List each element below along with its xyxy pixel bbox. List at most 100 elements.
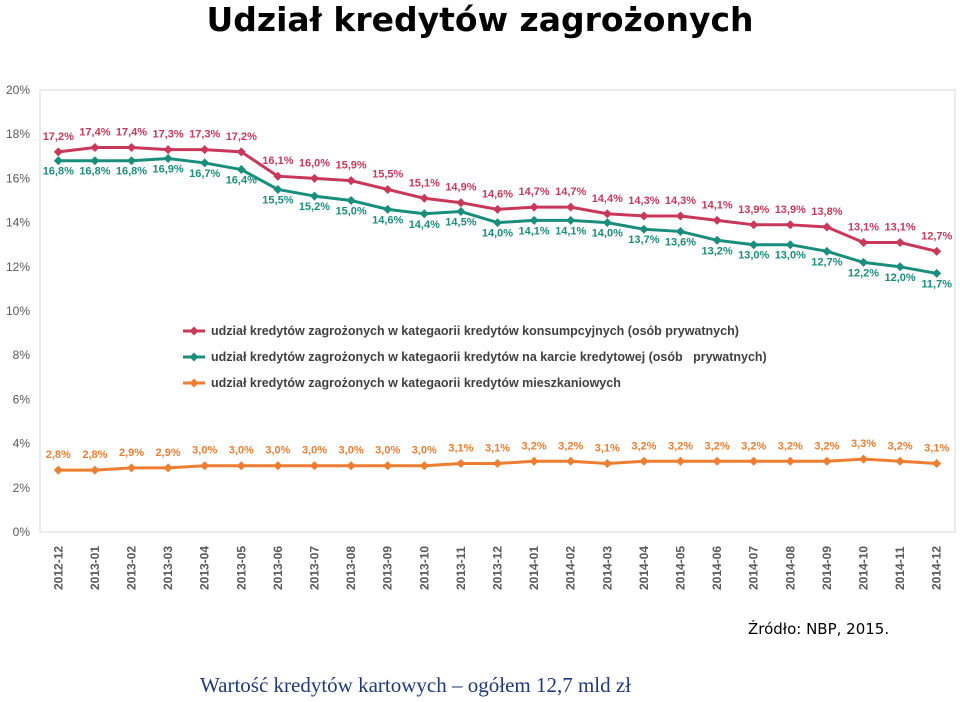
data-label-mortgage: 3,0%	[339, 445, 364, 457]
x-tick-label: 2013-10	[417, 546, 431, 590]
data-label-card: 13,6%	[665, 236, 696, 248]
x-tick-label: 2013-03	[161, 546, 175, 590]
line-chart: 0% 2% 4% 6% 8% 10% 12% 14% 16% 18% 20% 2012-12 2013-…	[6, 83, 956, 590]
data-label-mortgage: 3,2%	[631, 440, 656, 452]
data-point-consumer	[383, 184, 393, 194]
data-point-mortgage	[895, 456, 905, 466]
data-label-card: 11,7%	[921, 278, 952, 290]
data-label-consumer: 17,3%	[189, 129, 220, 141]
data-point-mortgage	[749, 456, 759, 466]
data-label-mortgage: 2,8%	[46, 449, 71, 461]
data-point-consumer	[310, 173, 319, 183]
data-label-consumer: 13,1%	[848, 221, 879, 233]
data-point-card	[127, 156, 136, 166]
x-tick-label: 2014-10	[857, 546, 871, 590]
x-tick-label: 2013-12	[491, 546, 505, 590]
data-label-consumer: 14,4%	[592, 193, 623, 205]
data-point-consumer	[785, 220, 795, 230]
data-label-consumer: 13,8%	[811, 206, 842, 218]
data-point-mortgage	[493, 458, 502, 468]
data-label-consumer: 14,3%	[665, 195, 696, 207]
chart-title: Udział kredytów zagrożonych	[206, 0, 754, 39]
legend-marker-consumer	[189, 326, 199, 336]
x-tick-label: 2014-11	[893, 546, 907, 590]
x-tick-label: 2014-02	[564, 546, 578, 590]
data-point-consumer	[346, 176, 356, 186]
data-label-card: 13,0%	[738, 250, 769, 262]
data-point-mortgage	[127, 463, 136, 473]
data-label-consumer: 13,9%	[738, 204, 769, 216]
data-point-card	[932, 268, 942, 278]
data-point-consumer	[932, 246, 942, 256]
data-point-card	[493, 218, 502, 228]
data-point-consumer	[749, 220, 759, 230]
card-loans-total-note: Wartość kredytów kartowych – ogółem 12,7…	[200, 673, 632, 697]
data-point-card	[310, 191, 319, 201]
x-tick-label: 2013-08	[344, 546, 358, 590]
data-point-card	[712, 235, 722, 245]
data-label-card: 16,8%	[79, 166, 110, 178]
data-point-consumer	[822, 222, 832, 232]
data-point-card	[273, 184, 283, 194]
data-point-mortgage	[859, 454, 868, 464]
data-label-card: 16,7%	[189, 168, 220, 180]
y-tick-label: 18%	[6, 127, 30, 141]
data-point-consumer	[712, 215, 722, 225]
data-point-consumer	[90, 142, 100, 152]
data-label-card: 16,8%	[116, 166, 147, 178]
data-label-card: 12,7%	[811, 256, 842, 268]
data-label-consumer: 16,0%	[299, 157, 330, 169]
data-label-card: 14,4%	[409, 219, 440, 231]
chart-area: 0% 2% 4% 6% 8% 10% 12% 14% 16% 18% 20% 2012-12 2013-…	[0, 80, 960, 600]
data-label-mortgage: 3,0%	[412, 445, 437, 457]
data-label-mortgage: 3,2%	[814, 440, 839, 452]
legend-entry-mortgage: udział kredytów zagrożonych w kategaorii…	[211, 376, 621, 390]
data-point-card	[895, 262, 905, 272]
data-label-mortgage: 3,0%	[375, 445, 400, 457]
data-label-card: 16,4%	[226, 175, 257, 187]
data-label-mortgage: 3,0%	[229, 445, 254, 457]
data-point-mortgage	[419, 461, 429, 471]
data-point-consumer	[273, 171, 283, 181]
data-label-consumer: 13,9%	[775, 204, 806, 216]
data-label-card: 13,2%	[701, 245, 732, 257]
data-point-consumer	[127, 142, 136, 152]
data-point-mortgage	[90, 465, 100, 475]
x-tick-label: 2014-12	[930, 546, 944, 590]
data-point-card	[236, 165, 246, 175]
data-label-card: 13,7%	[628, 234, 659, 246]
data-label-mortgage: 2,9%	[119, 447, 144, 459]
data-point-mortgage	[163, 463, 173, 473]
data-point-card	[529, 215, 539, 225]
x-tick-label: 2014-08	[783, 546, 797, 590]
x-tick-label: 2012-12	[51, 546, 65, 590]
y-tick-label: 6%	[13, 392, 31, 406]
data-point-consumer	[200, 145, 210, 155]
legend-marker-card	[189, 352, 199, 362]
data-label-mortgage: 3,0%	[302, 445, 327, 457]
y-tick-label: 8%	[13, 348, 31, 362]
y-tick-label: 16%	[6, 171, 30, 185]
data-label-card: 16,8%	[43, 166, 74, 178]
data-point-card	[566, 215, 576, 225]
y-tick-label: 10%	[6, 304, 30, 318]
data-label-mortgage: 3,2%	[705, 440, 730, 452]
data-label-mortgage: 3,2%	[888, 440, 913, 452]
data-label-card: 14,1%	[518, 225, 549, 237]
data-point-card	[53, 156, 63, 166]
data-point-mortgage	[456, 458, 466, 468]
data-label-mortgage: 2,8%	[82, 449, 107, 461]
data-point-mortgage	[383, 461, 393, 471]
data-point-mortgage	[639, 456, 649, 466]
x-tick-label: 2013-02	[125, 546, 139, 590]
x-tick-label: 2013-06	[271, 546, 285, 590]
data-label-consumer: 17,2%	[43, 131, 74, 143]
data-label-mortgage: 3,2%	[778, 440, 803, 452]
data-label-card: 12,0%	[884, 272, 915, 284]
data-label-consumer: 13,1%	[884, 221, 915, 233]
data-label-mortgage: 3,2%	[741, 440, 766, 452]
data-point-mortgage	[932, 458, 942, 468]
x-tick-label: 2014-05	[674, 546, 688, 590]
data-label-card: 14,0%	[482, 228, 513, 240]
data-point-mortgage	[236, 461, 246, 471]
